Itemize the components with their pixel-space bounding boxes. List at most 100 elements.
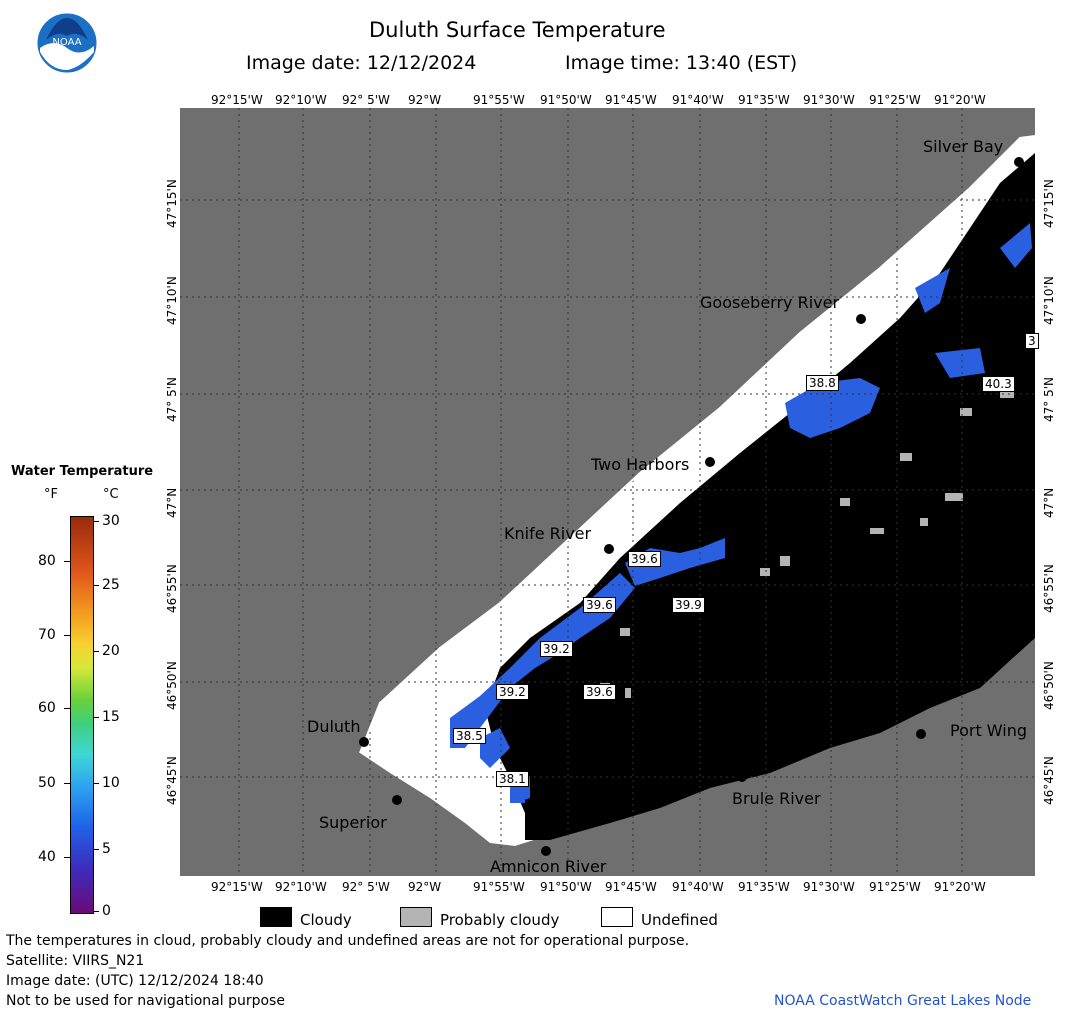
longitude-label-top: 92° 5'W bbox=[342, 93, 390, 107]
place-label-silver-bay: Silver Bay bbox=[923, 137, 1004, 156]
latitude-label-right: 46°50'N bbox=[1042, 661, 1056, 710]
legend-undefined-swatch bbox=[601, 907, 633, 927]
temperature-label: 3 bbox=[1025, 333, 1039, 349]
colorbar-unit-f: °F bbox=[44, 487, 58, 502]
colorbar-tick-f: 70 bbox=[38, 627, 56, 643]
place-marker-duluth bbox=[359, 737, 369, 747]
colorbar-tick-mark-f bbox=[64, 857, 70, 858]
longitude-label-bottom: 91°30'W bbox=[803, 880, 855, 894]
temperature-label: 40.3 bbox=[982, 376, 1015, 392]
colorbar-tick-f: 50 bbox=[38, 775, 56, 791]
temperature-label: 38.5 bbox=[453, 728, 486, 744]
longitude-label-top: 91°20'W bbox=[934, 93, 986, 107]
longitude-label-top: 91°45'W bbox=[605, 93, 657, 107]
temperature-label: 39.2 bbox=[496, 684, 529, 700]
latitude-label-right: 46°45'N bbox=[1042, 756, 1056, 805]
longitude-label-top: 91°25'W bbox=[869, 93, 921, 107]
longitude-label-bottom: 91°50'W bbox=[540, 880, 592, 894]
place-label-gooseberry-river: Gooseberry River bbox=[700, 293, 840, 312]
place-label-superior: Superior bbox=[319, 813, 387, 832]
colorbar-tick-c: 0 bbox=[102, 903, 111, 919]
temperature-label: 39.6 bbox=[583, 597, 616, 613]
temperature-label: 38.8 bbox=[806, 375, 839, 391]
temperature-label: 39.6 bbox=[583, 684, 616, 700]
colorbar-tick-mark-c bbox=[93, 717, 99, 718]
longitude-label-top: 91°35'W bbox=[738, 93, 790, 107]
place-marker-brule-river bbox=[737, 772, 747, 782]
colorbar-tick-mark-c bbox=[93, 585, 99, 586]
latitude-label-right: 47°N bbox=[1042, 487, 1056, 518]
latitude-label-right: 47°10'N bbox=[1042, 276, 1056, 325]
longitude-label-bottom: 91°55'W bbox=[473, 880, 525, 894]
footer-note: The temperatures in cloud, probably clou… bbox=[6, 933, 690, 949]
temperature-label: 38.1 bbox=[496, 771, 529, 787]
latitude-label-right: 47°15'N bbox=[1042, 179, 1056, 228]
page-title: Duluth Surface Temperature bbox=[369, 18, 666, 42]
place-marker-amnicon-river bbox=[541, 846, 551, 856]
latitude-label-left: 46°55'N bbox=[165, 564, 179, 613]
longitude-label-top: 92°10'W bbox=[275, 93, 327, 107]
longitude-label-bottom: 92°10'W bbox=[275, 880, 327, 894]
colorbar-tick-c: 25 bbox=[102, 577, 120, 593]
longitude-label-bottom: 92°15'W bbox=[211, 880, 263, 894]
surface-temperature-map bbox=[180, 108, 1035, 876]
water-temperature-patches bbox=[450, 223, 1032, 803]
colorbar-tick-f: 80 bbox=[38, 553, 56, 569]
noaa-logo-icon: NOAA bbox=[36, 12, 98, 74]
legend-cloudy-label: Cloudy bbox=[300, 911, 352, 929]
longitude-label-top: 92°W bbox=[408, 93, 442, 107]
graticule bbox=[180, 108, 1035, 876]
footer-nav-warning: Not to be used for navigational purpose bbox=[6, 993, 285, 1009]
north-shore-line bbox=[359, 135, 1035, 754]
place-label-brule-river: Brule River bbox=[732, 789, 821, 808]
place-marker-port-wing bbox=[916, 729, 926, 739]
place-marker-two-harbors bbox=[705, 457, 715, 467]
image-date-label: Image date: 12/12/2024 bbox=[246, 52, 477, 74]
colorbar-tick-f: 60 bbox=[38, 700, 56, 716]
footer-credit: NOAA CoastWatch Great Lakes Node bbox=[774, 993, 1032, 1009]
place-label-two-harbors: Two Harbors bbox=[591, 455, 690, 474]
latitude-label-left: 47°N bbox=[165, 487, 179, 518]
latitude-label-left: 46°45'N bbox=[165, 756, 179, 805]
colorbar-tick-c: 20 bbox=[102, 643, 120, 659]
svg-text:NOAA: NOAA bbox=[52, 37, 81, 48]
place-label-port-wing: Port Wing bbox=[950, 721, 1028, 740]
longitude-label-top: 91°40'W bbox=[672, 93, 724, 107]
colorbar-unit-c: °C bbox=[103, 487, 119, 502]
longitude-label-bottom: 92° 5'W bbox=[342, 880, 390, 894]
colorbar-tick-c: 30 bbox=[102, 513, 120, 529]
colorbar-tick-mark-c bbox=[93, 849, 99, 850]
legend-probably-cloudy-swatch bbox=[400, 907, 432, 927]
longitude-label-bottom: 91°40'W bbox=[672, 880, 724, 894]
footer-image-date-utc: Image date: (UTC) 12/12/2024 18:40 bbox=[6, 973, 264, 989]
temperature-label: 39.9 bbox=[672, 597, 705, 613]
place-marker-knife-river bbox=[604, 544, 614, 554]
colorbar-tick-mark-c bbox=[93, 783, 99, 784]
colorbar-tick-mark-c bbox=[93, 911, 99, 912]
longitude-label-bottom: 91°35'W bbox=[738, 880, 790, 894]
latitude-label-right: 46°55'N bbox=[1042, 564, 1056, 613]
place-label-duluth: Duluth bbox=[307, 717, 361, 736]
legend-probably-cloudy-label: Probably cloudy bbox=[440, 911, 560, 929]
colorbar-tick-c: 15 bbox=[102, 709, 120, 725]
longitude-label-top: 91°30'W bbox=[803, 93, 855, 107]
latitude-label-right: 47° 5'N bbox=[1042, 377, 1056, 422]
legend-cloudy-swatch bbox=[260, 907, 292, 927]
colorbar-tick-mark-c bbox=[93, 521, 99, 522]
colorbar-title: Water Temperature bbox=[11, 464, 154, 479]
colorbar-tick-c: 10 bbox=[102, 775, 120, 791]
colorbar-tick-mark-f bbox=[64, 708, 70, 709]
longitude-label-top: 91°50'W bbox=[540, 93, 592, 107]
latitude-label-left: 47° 5'N bbox=[165, 377, 179, 422]
temperature-label: 39.2 bbox=[540, 641, 573, 657]
colorbar-tick-c: 5 bbox=[102, 841, 111, 857]
image-time-label: Image time: 13:40 (EST) bbox=[565, 52, 798, 74]
colorbar-tick-mark-f bbox=[64, 783, 70, 784]
latitude-label-left: 47°15'N bbox=[165, 179, 179, 228]
temperature-label: 39.6 bbox=[628, 551, 661, 567]
place-label-knife-river: Knife River bbox=[504, 524, 592, 543]
colorbar-tick-f: 40 bbox=[38, 849, 56, 865]
place-label-amnicon-river: Amnicon River bbox=[490, 857, 607, 876]
place-marker-superior bbox=[392, 795, 402, 805]
longitude-label-bottom: 91°25'W bbox=[869, 880, 921, 894]
